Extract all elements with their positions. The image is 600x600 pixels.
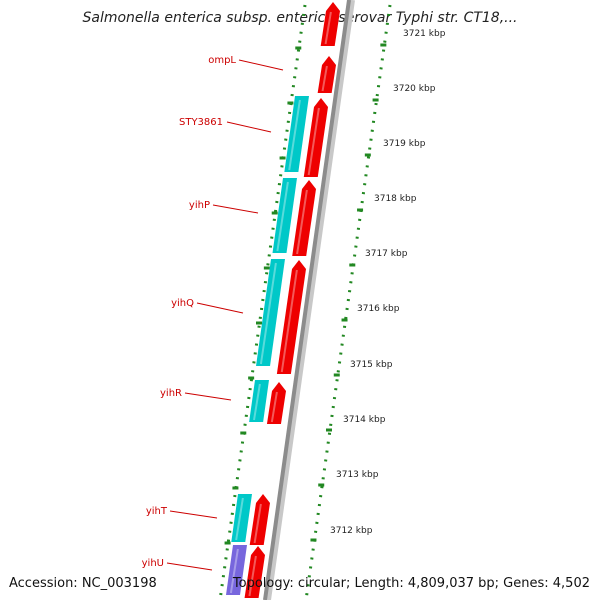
reverse-gene [256, 259, 285, 366]
forward-gene-highlight [280, 269, 298, 373]
ruler-label-3715: 3715 kbp [350, 360, 393, 370]
backbone [263, 0, 351, 600]
ruler-label-3714: 3714 kbp [343, 415, 386, 425]
forward-gene [244, 546, 265, 598]
rna-feature-highlight [229, 548, 239, 594]
inner-major-ticks [224, 46, 302, 545]
forward-gene-highlight [324, 11, 332, 45]
ruler-label-3720: 3720 kbp [393, 84, 436, 94]
forward-gene [303, 98, 328, 177]
gene-label-sty3861[interactable]: STY3861 [179, 117, 223, 128]
reverse-gene-highlight [259, 262, 277, 365]
reverse-gene [284, 96, 309, 172]
gene-label-leaders [166, 59, 284, 571]
forward-gene-highlight [296, 189, 308, 255]
reverse-gene-highlight [235, 497, 244, 541]
gene-label-ompL[interactable]: ompL [208, 55, 236, 66]
forward-gene-highlight [248, 555, 257, 597]
forward-gene [276, 260, 306, 374]
leader-line [169, 510, 218, 519]
reverse-gene [231, 494, 252, 542]
forward-gene [317, 56, 336, 93]
ruler-label-3719: 3719 kbp [383, 139, 426, 149]
map-title: Salmonella enterica subsp. enterica sero… [82, 10, 517, 26]
reverse-gene-highlight [288, 99, 301, 171]
ruler-label-3717: 3717 kbp [365, 249, 408, 259]
forward-gene-highlight [270, 391, 278, 423]
ruler-label-3713: 3713 kbp [336, 470, 379, 480]
forward-gene-highlight [253, 503, 262, 544]
gene-label-yihQ[interactable]: yihQ [171, 298, 194, 309]
forward-gene-highlight [307, 107, 320, 176]
backbone-shadow [265, 0, 355, 600]
reverse-gene [249, 380, 269, 422]
gene-label-yihU[interactable]: yihU [142, 558, 164, 569]
leader-line [226, 121, 272, 133]
ruler-label-3718: 3718 kbp [374, 194, 417, 204]
reverse-gene [272, 178, 297, 253]
leader-line [184, 392, 232, 401]
reverse-gene-highlight [276, 181, 289, 252]
gene-label-yihR[interactable]: yihR [160, 388, 182, 399]
accession-text: Accession: NC_003198 [9, 576, 157, 591]
summary-text: Topology: circular; Length: 4,809,037 bp… [232, 576, 590, 591]
leader-line [238, 59, 284, 71]
outer-tick-track [304, 4, 392, 600]
forward-gene [249, 494, 270, 545]
forward-gene-highlight [321, 65, 328, 92]
forward-gene [292, 180, 316, 256]
ruler-label-3721: 3721 kbp [403, 29, 446, 39]
gene-label-yihP[interactable]: yihP [189, 200, 210, 211]
ruler-label-3712: 3712 kbp [330, 526, 373, 536]
forward-gene [266, 382, 286, 424]
ruler-label-3716: 3716 kbp [357, 304, 400, 314]
outer-major-ticks [310, 43, 387, 542]
forward-gene [320, 2, 340, 46]
leader-line [196, 302, 244, 314]
gene-features [226, 2, 340, 598]
reverse-gene-highlight [253, 383, 261, 421]
leader-line [212, 204, 259, 214]
leader-line [166, 562, 213, 571]
gene-label-yihT[interactable]: yihT [146, 506, 168, 517]
rna-feature [226, 545, 247, 595]
